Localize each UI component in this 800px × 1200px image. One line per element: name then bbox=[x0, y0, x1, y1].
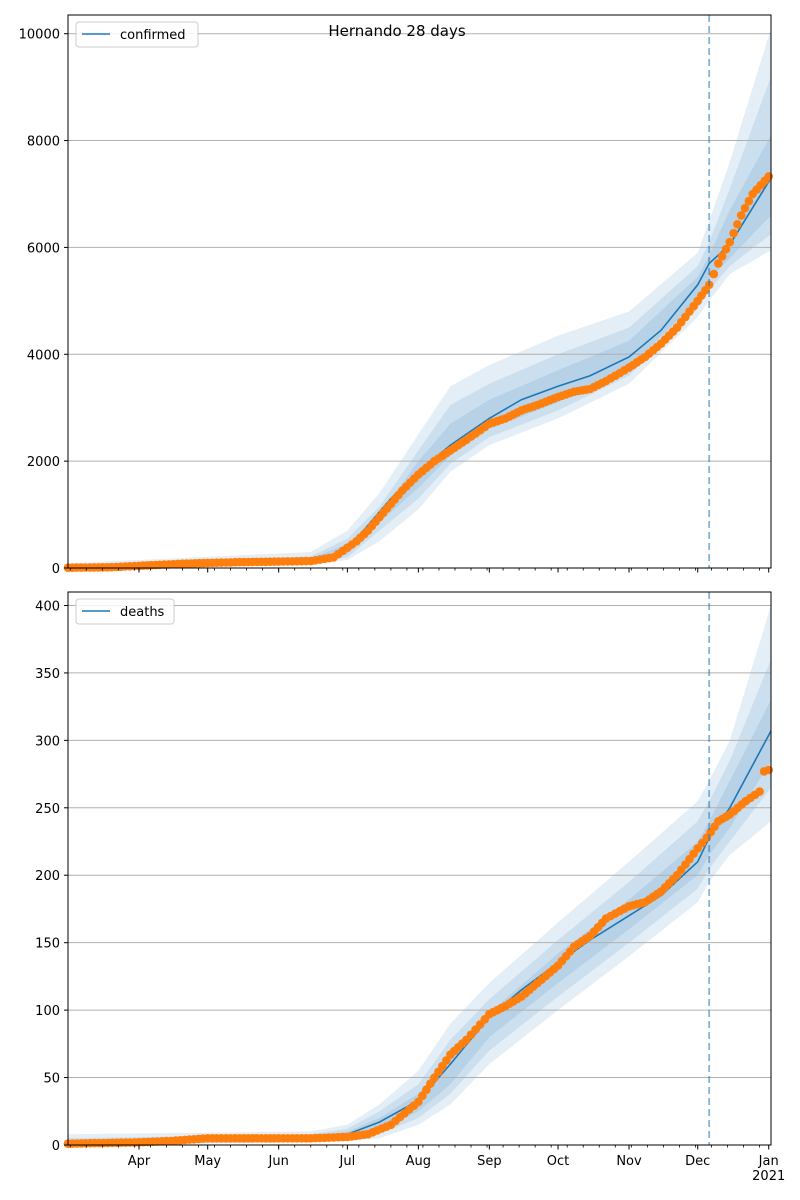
y-tick-label: 0 bbox=[52, 562, 60, 577]
y-tick-label: 350 bbox=[35, 667, 60, 682]
y-tick-label: 0 bbox=[52, 1139, 60, 1154]
y-tick-label: 8000 bbox=[27, 135, 60, 150]
deaths-legend: deaths bbox=[75, 598, 175, 625]
y-tick-label: 2000 bbox=[27, 455, 60, 470]
x-tick-label: Aug bbox=[406, 1154, 431, 1169]
x-tick-label: Dec bbox=[685, 1154, 710, 1169]
x-tick-label: Nov bbox=[616, 1154, 642, 1169]
observed-point bbox=[709, 269, 719, 279]
y-tick-label: 100 bbox=[35, 1004, 60, 1019]
confirmed-axes: 0 2000 4000 6000 8000 10000 bbox=[19, 14, 772, 577]
confirmed-observed-points bbox=[63, 172, 773, 572]
y-tick-label: 4000 bbox=[27, 348, 60, 363]
x-tick-label: 2021 bbox=[752, 1169, 785, 1184]
observed-point bbox=[717, 251, 727, 261]
confirmed-legend: confirmed bbox=[75, 21, 199, 48]
observed-point bbox=[764, 172, 773, 181]
observed-point bbox=[729, 228, 738, 238]
y-tick-label: 6000 bbox=[27, 241, 60, 256]
plot-frame bbox=[67, 591, 772, 1146]
confirmed-legend-box bbox=[75, 21, 199, 48]
plot-frame bbox=[67, 14, 772, 569]
x-tick-label: Jun bbox=[268, 1154, 289, 1169]
band-0 bbox=[68, 28, 771, 568]
deaths-legend-box bbox=[75, 598, 175, 625]
observed-point bbox=[744, 196, 754, 206]
deaths-legend-label: deaths bbox=[120, 605, 165, 620]
x-tick-label: Jan bbox=[758, 1154, 779, 1169]
y-tick-label: 250 bbox=[35, 802, 60, 817]
band-2 bbox=[68, 699, 771, 1145]
observed-point bbox=[418, 1091, 427, 1101]
x-tick-label: Jul bbox=[339, 1154, 356, 1169]
x-tick-label: Apr bbox=[128, 1154, 151, 1169]
x-tick-label: May bbox=[194, 1154, 221, 1169]
observed-point bbox=[714, 259, 723, 268]
y-tick-label: 400 bbox=[35, 599, 60, 614]
observed-point bbox=[736, 211, 746, 220]
confirmed-legend-label: confirmed bbox=[120, 28, 186, 43]
band-2 bbox=[68, 135, 771, 568]
y-tick-label: 300 bbox=[35, 734, 60, 749]
x-tick-label: Oct bbox=[547, 1154, 569, 1169]
observed-point bbox=[764, 765, 773, 775]
deaths-axes: 0 50 100 150 200 250 300 350 400 Apr May Jun Jul Aug S… bbox=[35, 591, 785, 1184]
figure-title: Hernando 28 days bbox=[328, 22, 466, 40]
confirmed-panel: 0 2000 4000 6000 8000 10000 confirmed bbox=[19, 14, 773, 577]
observed-point bbox=[422, 1085, 431, 1094]
y-tick-label: 200 bbox=[35, 869, 60, 884]
observed-point bbox=[755, 787, 764, 796]
deaths-panel: 0 50 100 150 200 250 300 350 400 Apr May Jun Jul Aug S… bbox=[35, 591, 785, 1184]
observed-point bbox=[721, 244, 731, 254]
observed-point bbox=[740, 203, 750, 213]
y-tick-label: 50 bbox=[43, 1072, 60, 1087]
observed-point bbox=[725, 237, 735, 247]
y-tick-label: 150 bbox=[35, 937, 60, 952]
x-tick-label: Sep bbox=[477, 1154, 502, 1169]
y-tick-label: 10000 bbox=[19, 28, 60, 43]
observed-point bbox=[733, 220, 742, 229]
